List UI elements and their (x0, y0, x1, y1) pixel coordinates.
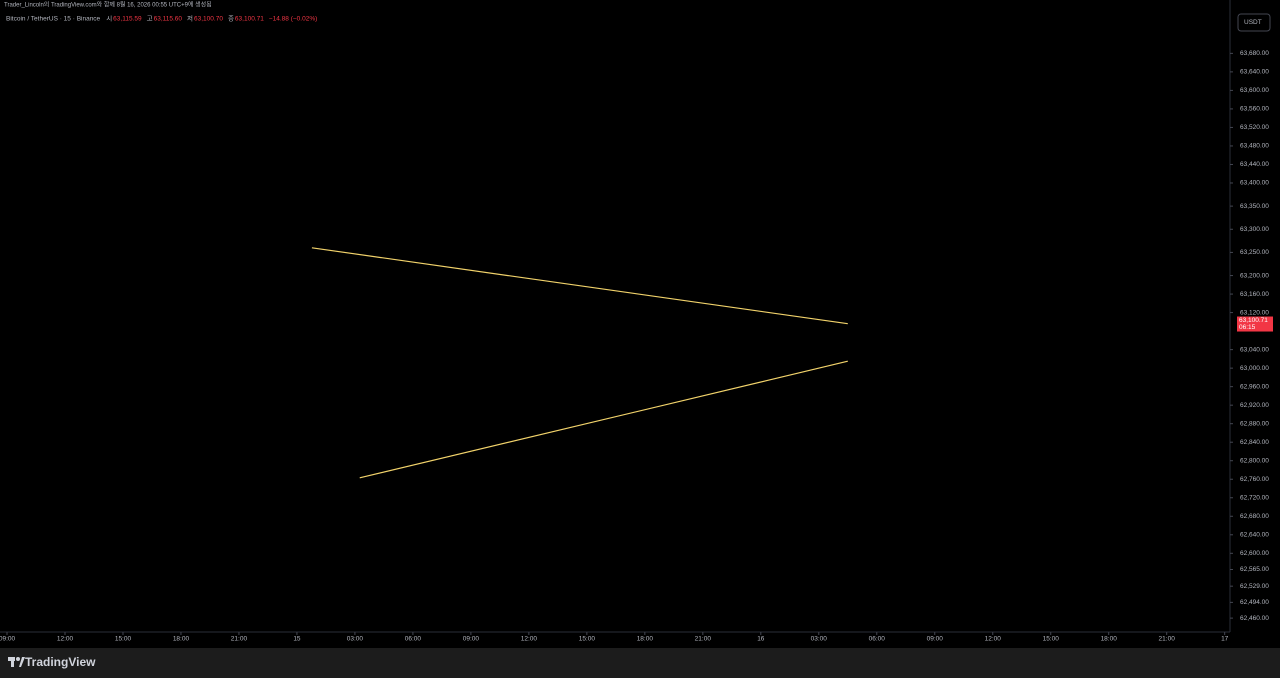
x-tick-label: 06:00 (405, 636, 422, 643)
legend-name: 저 (187, 14, 193, 23)
trendline (311, 247, 848, 325)
x-tick-label: 09:00 (0, 636, 16, 643)
y-tick-label: 62,840.00 (1240, 439, 1269, 446)
legend-value: 63,100.71 (235, 16, 264, 23)
y-tick-label: 63,600.00 (1240, 87, 1269, 94)
x-tick-label: 15 (293, 636, 301, 643)
x-tick-label: 21:00 (231, 636, 248, 643)
x-tick-label: 15:00 (115, 636, 132, 643)
legend-change: −14.88 (−0.02%) (269, 16, 317, 23)
y-tick-label: 62,760.00 (1240, 476, 1269, 483)
symbol-title: Bitcoin / TetherUS · 15 · Binance (6, 16, 101, 23)
y-tick-label: 63,120.00 (1240, 309, 1269, 316)
brand-logo (8, 657, 25, 667)
y-tick-label: 62,460.00 (1240, 615, 1269, 622)
legend-value: 63,115.59 (113, 16, 142, 23)
y-tick-label: 62,529.00 (1240, 583, 1269, 590)
y-tick-label: 63,350.00 (1240, 203, 1269, 210)
legend-value: 63,100.70 (194, 16, 223, 23)
y-tick-label: 63,680.00 (1240, 50, 1269, 57)
x-tick-label: 03:00 (811, 636, 828, 643)
y-tick-label: 62,800.00 (1240, 457, 1269, 464)
x-tick-label: 12:00 (521, 636, 538, 643)
x-tick-label: 18:00 (173, 636, 190, 643)
y-tick-label: 62,565.00 (1240, 566, 1269, 573)
x-tick-label: 21:00 (695, 636, 712, 643)
y-tick-label: 63,560.00 (1240, 106, 1269, 113)
x-tick-label: 17 (1221, 636, 1229, 643)
y-tick-label: 62,680.00 (1240, 513, 1269, 520)
x-tick-label: 03:00 (347, 636, 364, 643)
y-tick-label: 63,520.00 (1240, 124, 1269, 131)
y-tick-label: 63,640.00 (1240, 69, 1269, 76)
y-tick-label: 62,600.00 (1240, 550, 1269, 557)
x-tick-label: 09:00 (927, 636, 944, 643)
y-tick-label: 62,494.00 (1240, 599, 1269, 606)
y-tick-label: 63,400.00 (1240, 180, 1269, 187)
credit: Trader_Lincoln의 TradingView.com와 함께 8월 1… (4, 1, 212, 9)
x-tick-label: 18:00 (1101, 636, 1118, 643)
y-tick-label: 63,300.00 (1240, 226, 1269, 233)
legend-name: 종 (228, 15, 234, 23)
last-price-label: 63,100.71 (1239, 317, 1268, 324)
x-tick-label: 06:00 (869, 636, 886, 643)
x-tick-label: 21:00 (1159, 636, 1176, 643)
legend-name: 고 (147, 15, 153, 23)
x-tick-label: 15:00 (579, 636, 596, 643)
x-tick-label: 18:00 (637, 636, 654, 643)
x-tick-label: 15:00 (1043, 636, 1060, 643)
x-tick-label: 16 (757, 636, 765, 643)
x-tick-label: 09:00 (463, 636, 480, 643)
legend-value: 63,115.60 (154, 16, 183, 23)
currency-button[interactable] (1237, 13, 1271, 32)
y-tick-label: 63,040.00 (1240, 346, 1269, 353)
y-tick-label: 62,640.00 (1240, 532, 1269, 539)
y-tick-label: 62,960.00 (1240, 383, 1269, 390)
y-tick-label: 62,920.00 (1240, 402, 1269, 409)
brand: TradingView (25, 655, 96, 669)
y-tick-label: 63,200.00 (1240, 272, 1269, 279)
trendline (359, 360, 848, 479)
currency[interactable]: USDT (1244, 19, 1262, 26)
legend-name: 시 (106, 16, 112, 23)
y-tick-label: 62,720.00 (1240, 494, 1269, 501)
y-tick-label: 63,480.00 (1240, 143, 1269, 150)
y-tick-label: 63,000.00 (1240, 365, 1269, 372)
x-tick-label: 12:00 (57, 636, 74, 643)
y-tick-label: 63,160.00 (1240, 291, 1269, 298)
y-tick-label: 63,440.00 (1240, 161, 1269, 168)
x-tick-label: 12:00 (985, 636, 1002, 643)
footer (0, 648, 1280, 678)
countdown: 06:15 (1239, 324, 1256, 331)
y-tick-label: 62,880.00 (1240, 420, 1269, 427)
last-price-box (1237, 316, 1273, 332)
y-tick-label: 63,250.00 (1240, 249, 1269, 256)
